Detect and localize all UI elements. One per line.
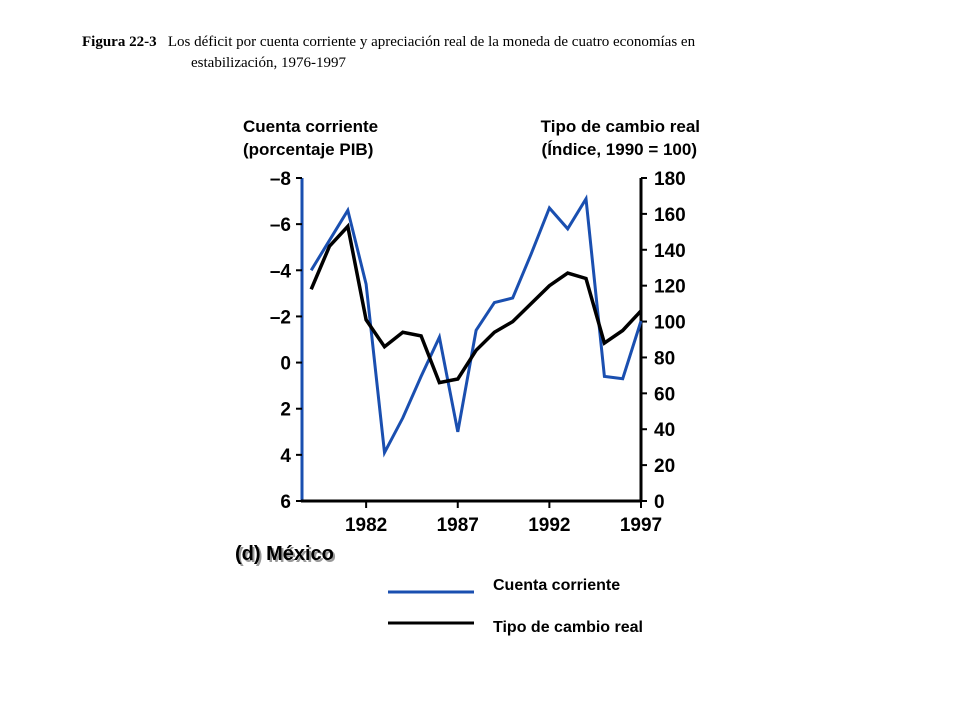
x-tick-label: 1987 xyxy=(437,515,479,536)
legend-label-real-exchange-rate: Tipo de cambio real xyxy=(493,619,643,636)
left-axis-title-line1: Cuenta corriente xyxy=(243,117,378,136)
series-line-real-exchange-rate xyxy=(309,222,643,385)
series-layer xyxy=(309,194,643,458)
figure-caption: Figura 22-3 Los déficit por cuenta corri… xyxy=(82,32,882,74)
left-axis-title-line2: (porcentaje PIB) xyxy=(243,140,373,159)
left-axis-ticks: –8 –6 –4 –2 0 2 4 6 xyxy=(270,169,302,513)
legend-label-current-account: Cuenta corriente xyxy=(493,577,620,594)
panel-label: (d) México xyxy=(235,543,334,565)
panel-label-shadow: (d) México xyxy=(237,545,336,567)
right-tick-label: 140 xyxy=(654,241,686,262)
x-tick-label: 1982 xyxy=(345,515,387,536)
right-axis-title-line1: Tipo de cambio real xyxy=(541,117,700,136)
right-tick-label: 60 xyxy=(654,384,675,405)
right-tick-label: 40 xyxy=(654,420,675,441)
right-axis-title-line2: (Índice, 1990 = 100) xyxy=(542,140,697,159)
right-tick-label: 120 xyxy=(654,277,686,298)
x-tick-label: 1992 xyxy=(528,515,570,536)
x-axis-ticks: 1982 1987 1992 1997 xyxy=(345,501,662,536)
right-tick-label: 20 xyxy=(654,456,675,477)
right-tick-label: 80 xyxy=(654,348,675,369)
left-tick-label: 2 xyxy=(280,400,291,421)
left-tick-label: –4 xyxy=(270,261,292,282)
x-tick-label: 1997 xyxy=(620,515,662,536)
caption-text-line2: estabilización, 1976-1997 xyxy=(191,55,346,71)
left-tick-label: 0 xyxy=(280,354,291,375)
right-tick-label: 100 xyxy=(654,313,686,334)
figure-label: Figura 22-3 xyxy=(82,34,157,50)
series-line-current-account xyxy=(309,194,643,458)
left-tick-label: –6 xyxy=(270,215,291,236)
legend: Cuenta corriente Tipo de cambio real xyxy=(388,577,643,636)
left-tick-label: 6 xyxy=(280,492,291,513)
left-tick-label: 4 xyxy=(280,446,291,467)
right-tick-label: 160 xyxy=(654,205,686,226)
right-axis-ticks: 180 160 140 120 100 80 60 40 20 0 xyxy=(641,169,686,513)
right-tick-label: 0 xyxy=(654,492,665,513)
left-tick-label: –2 xyxy=(270,307,291,328)
right-tick-label: 180 xyxy=(654,169,686,190)
left-tick-label: –8 xyxy=(270,169,291,190)
caption-text-line1: Los déficit por cuenta corriente y aprec… xyxy=(167,34,696,50)
